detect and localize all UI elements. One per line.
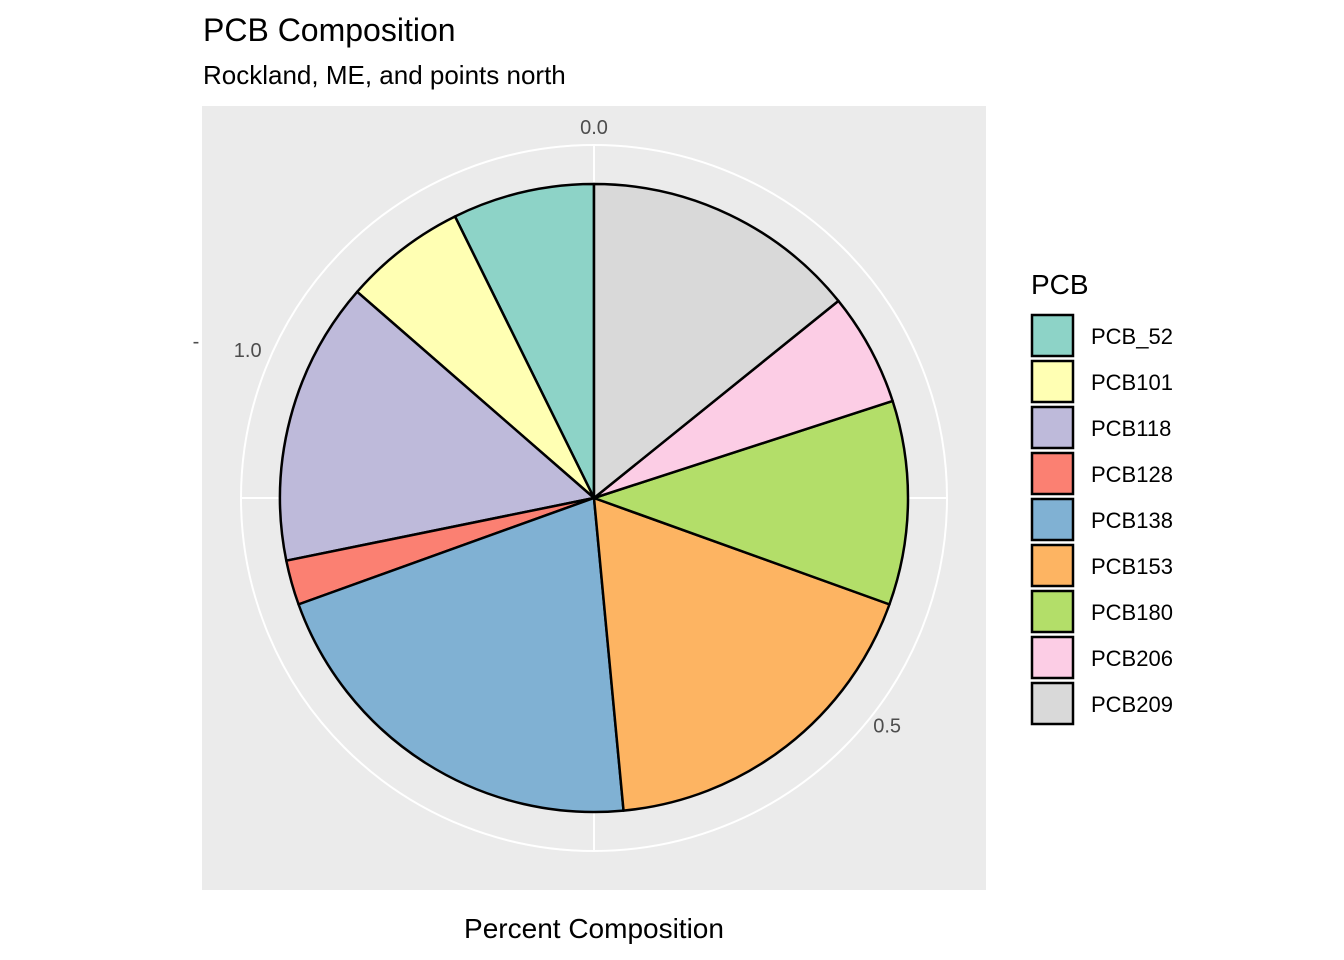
legend-label-pcb209: PCB209 — [1091, 692, 1173, 717]
legend-key-pcb_52 — [1030, 313, 1075, 358]
x-axis-title: Percent Composition — [464, 913, 724, 944]
pie-slice-pcb118 — [278, 290, 596, 562]
legend-key-pcb180 — [1030, 589, 1075, 634]
chart-title: PCB Composition — [203, 12, 456, 48]
pie-slice-pcb_52 — [453, 182, 596, 500]
legend-label-pcb138: PCB138 — [1091, 508, 1173, 533]
legend-key-pcb118 — [1030, 405, 1075, 450]
legend-key-pcb153 — [1030, 543, 1075, 588]
pie-slices — [278, 182, 910, 814]
theta-tick-label: 1.0 — [234, 340, 262, 362]
theta-gridlines — [241, 145, 947, 851]
pie-slice-pcb180 — [592, 399, 910, 606]
pie-slice-pcb209 — [592, 182, 840, 500]
legend-title: PCB — [1031, 269, 1089, 300]
legend-label-pcb_52: PCB_52 — [1091, 324, 1173, 349]
y-axis-tick-label: - — [193, 331, 200, 353]
legend-key-pcb209 — [1030, 681, 1075, 726]
legend: PCB PCB_52 PCB101 PCB118 PCB128 PCB138 PCB153… — [1030, 269, 1173, 726]
legend-items: PCB_52 PCB101 PCB118 PCB128 PCB138 PCB153 PCB1… — [1030, 313, 1173, 726]
chart-subtitle: Rockland, ME, and points north — [203, 60, 566, 90]
pie-slice-pcb138 — [297, 496, 625, 814]
legend-label-pcb101: PCB101 — [1091, 370, 1173, 395]
theta-tick-label: 0.0 — [580, 117, 608, 139]
legend-label-pcb206: PCB206 — [1091, 646, 1173, 671]
legend-label-pcb180: PCB180 — [1091, 600, 1173, 625]
legend-key-pcb138 — [1030, 497, 1075, 542]
legend-label-pcb128: PCB128 — [1091, 462, 1173, 487]
pie-slice-pcb153 — [592, 496, 891, 812]
legend-label-pcb153: PCB153 — [1091, 554, 1173, 579]
legend-key-pcb128 — [1030, 451, 1075, 496]
legend-key-pcb101 — [1030, 359, 1075, 404]
theta-tick-label: 0.5 — [873, 715, 901, 737]
legend-key-pcb206 — [1030, 635, 1075, 680]
theta-tick-labels: 0.0 0.5 1.0 — [234, 117, 901, 737]
pie-slice-pcb101 — [355, 215, 596, 500]
legend-label-pcb118: PCB118 — [1091, 416, 1171, 441]
